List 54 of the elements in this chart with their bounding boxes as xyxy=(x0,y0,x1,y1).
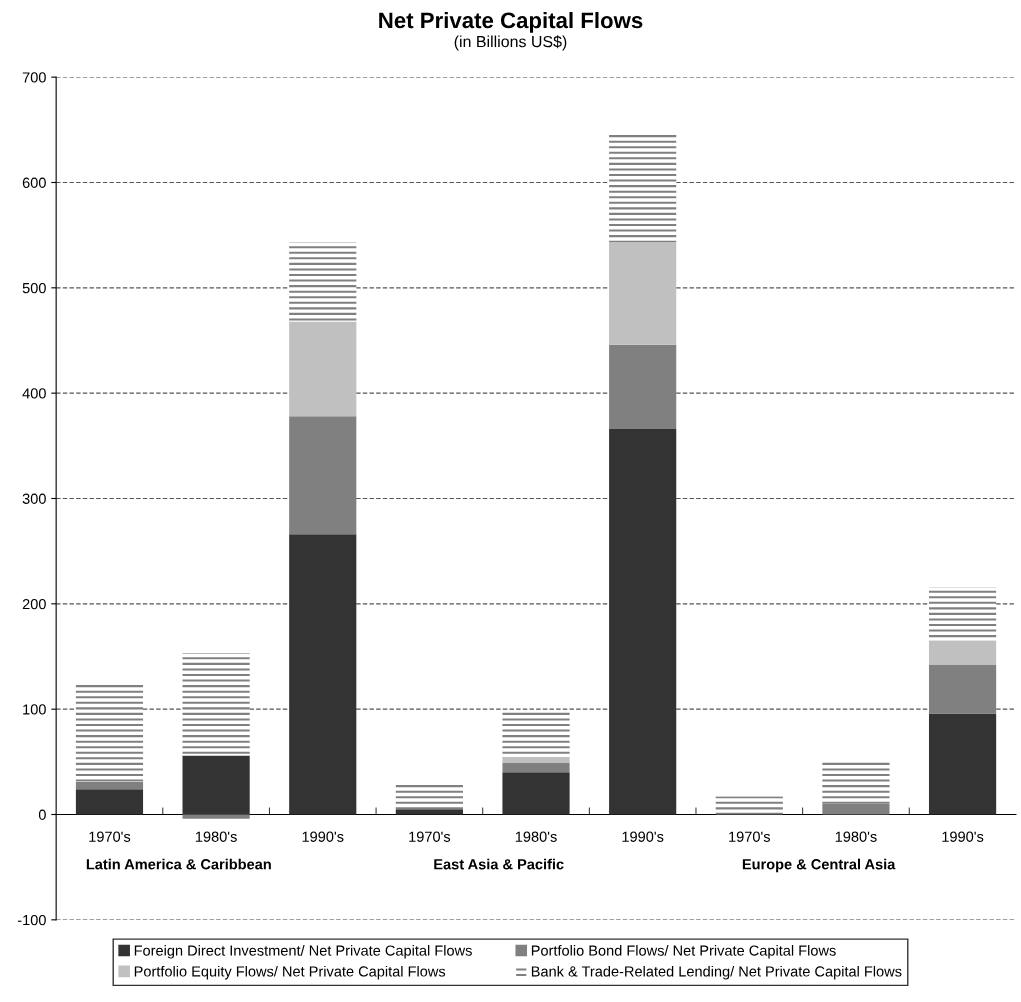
bar xyxy=(502,711,570,758)
bar xyxy=(289,416,357,535)
y-tick-label: 600 xyxy=(22,177,46,188)
bar xyxy=(502,757,570,763)
y-tick-label: -100 xyxy=(17,914,46,926)
y-tick-label: 0 xyxy=(38,809,46,820)
annotation: Latin America & Caribbean xyxy=(86,858,271,870)
chart-subtitle: (in Billions US$) xyxy=(454,35,567,51)
x-tick-label: 1980's xyxy=(195,831,237,842)
bar xyxy=(609,134,677,243)
x-tick-label: 1990's xyxy=(302,831,344,842)
bar xyxy=(609,242,677,345)
legend-label: Portfolio Bond Flows/ Net Private Capital Flows xyxy=(531,945,836,959)
bar xyxy=(822,803,890,815)
bar xyxy=(395,807,463,810)
bar xyxy=(715,796,783,815)
bar xyxy=(502,772,570,815)
legend-label: Portfolio Equity Flows/ Net Private Capital Flows xyxy=(134,965,446,980)
annotation: Europe & Central Asia xyxy=(742,858,896,873)
x-tick-label: 1970's xyxy=(409,831,451,842)
bar xyxy=(75,781,144,790)
bar xyxy=(928,640,997,665)
legend-label: Bank & Trade-Related Lending/ Net Private Capital Flows xyxy=(531,965,902,980)
x-tick-label: 1990's xyxy=(942,831,984,842)
y-tick-label: 700 xyxy=(22,72,46,83)
bar xyxy=(609,344,677,429)
x-tick-label: 1970's xyxy=(729,831,771,842)
bar xyxy=(395,809,463,815)
y-tick-label: 100 xyxy=(23,704,46,715)
bar xyxy=(822,760,890,804)
bar xyxy=(928,664,997,714)
x-tick-label: 1980's xyxy=(835,831,877,842)
x-tick-label: 1990's xyxy=(622,831,664,842)
bar xyxy=(182,755,250,815)
x-tick-label: 1970's xyxy=(89,831,131,842)
y-tick-label: 500 xyxy=(22,282,46,294)
annotation: East Asia & Pacific xyxy=(434,858,564,870)
legend-label: Foreign Direct Investment/ Net Private Capital Flows xyxy=(134,945,472,959)
bar xyxy=(75,682,144,782)
bar xyxy=(182,814,250,819)
y-tick-label: 400 xyxy=(22,388,46,399)
bar xyxy=(502,762,570,773)
bar xyxy=(75,789,144,815)
bar xyxy=(289,321,357,417)
x-tick-label: 1980's xyxy=(515,831,557,842)
bar xyxy=(289,242,357,322)
bar xyxy=(289,534,357,815)
bar xyxy=(609,428,677,815)
bar xyxy=(928,586,997,641)
y-tick-label: 300 xyxy=(22,493,46,504)
chart-title: Net Private Capital Flows xyxy=(379,11,643,33)
bar xyxy=(182,653,250,756)
y-tick-label: 200 xyxy=(22,598,46,610)
bar xyxy=(928,713,997,815)
